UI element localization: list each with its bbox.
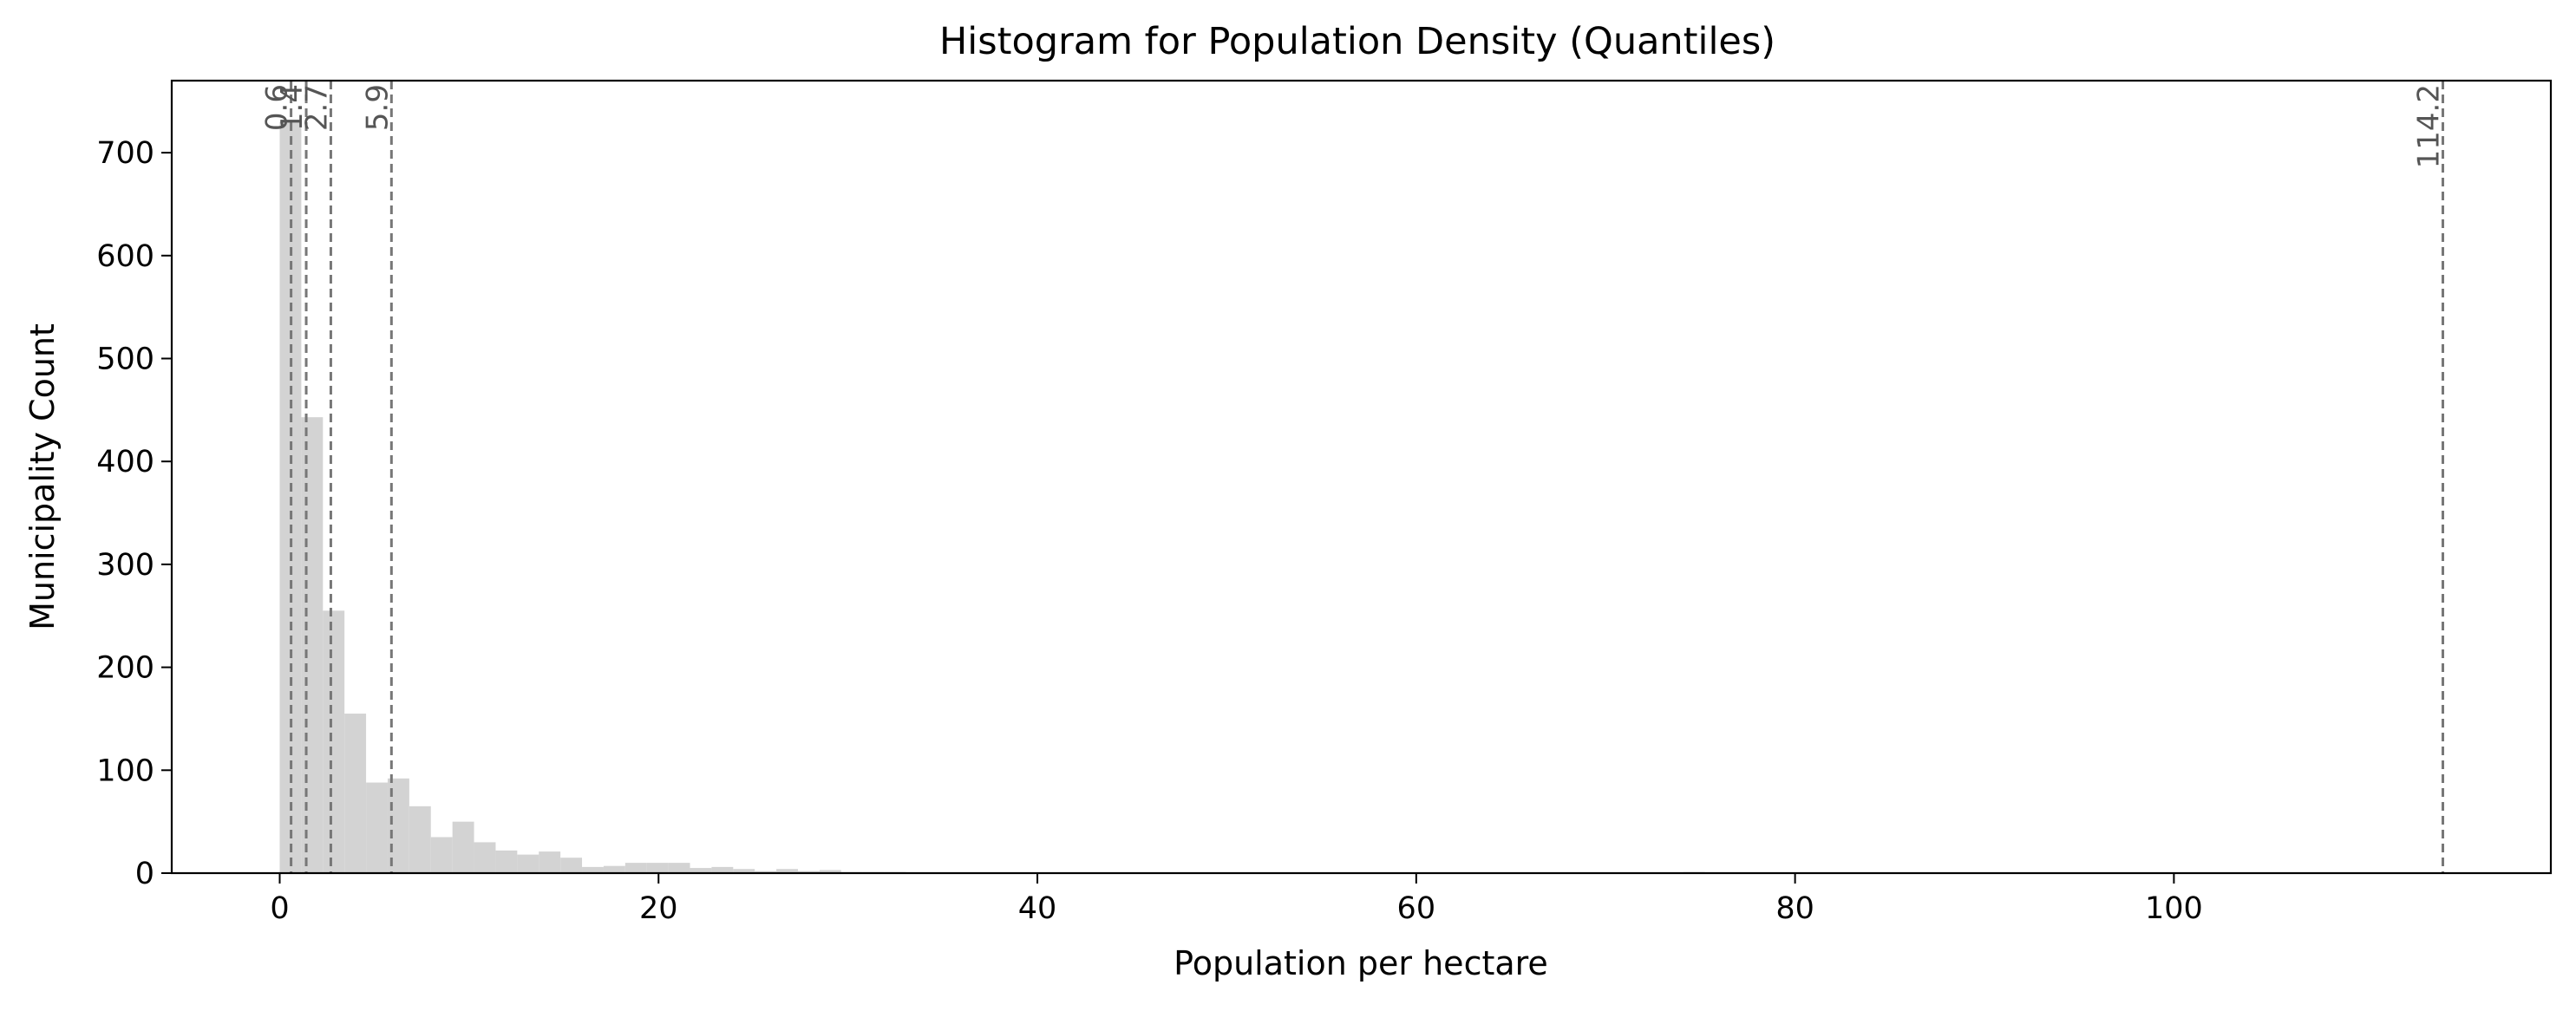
histogram-bar bbox=[366, 782, 388, 873]
histogram-bar bbox=[776, 869, 799, 873]
histogram-bar bbox=[582, 866, 604, 873]
y-tick-label: 600 bbox=[96, 239, 154, 274]
histogram-bar bbox=[603, 865, 625, 873]
quantile-label: 114.2 bbox=[2412, 84, 2447, 168]
histogram-bar bbox=[474, 842, 496, 873]
histogram-bar bbox=[798, 871, 820, 873]
y-tick-label: 700 bbox=[96, 136, 154, 171]
y-tick-label: 100 bbox=[96, 753, 154, 788]
histogram-bar bbox=[755, 871, 777, 873]
histogram-bar bbox=[539, 851, 561, 873]
x-axis-label: Population per hectare bbox=[1174, 944, 1548, 982]
y-axis-ticks: 0 100 200 300 400 500 600 700 bbox=[96, 136, 172, 891]
histogram-bar bbox=[690, 868, 712, 873]
y-tick-label: 500 bbox=[96, 342, 154, 376]
histogram-bar bbox=[733, 869, 755, 873]
quantile-label: 1.4 bbox=[275, 84, 310, 131]
histogram-bar bbox=[301, 417, 324, 873]
histogram-bar bbox=[646, 863, 669, 873]
histogram-bar bbox=[624, 863, 647, 873]
histogram-bar bbox=[409, 806, 431, 873]
histogram-bar bbox=[560, 858, 583, 873]
x-tick-label: 60 bbox=[1397, 891, 1436, 926]
x-tick-label: 40 bbox=[1018, 891, 1057, 926]
y-tick-label: 400 bbox=[96, 445, 154, 479]
x-tick-label: 100 bbox=[2145, 891, 2203, 926]
x-axis-ticks: 0 20 40 60 80 100 bbox=[270, 873, 2203, 926]
histogram-bar bbox=[517, 854, 539, 873]
y-tick-label: 300 bbox=[96, 548, 154, 583]
chart-title: Histogram for Population Density (Quanti… bbox=[939, 20, 1775, 63]
histogram-bar bbox=[495, 850, 518, 873]
y-tick-label: 0 bbox=[135, 857, 154, 891]
plot-frame bbox=[170, 79, 2553, 875]
histogram-bar bbox=[819, 870, 841, 873]
x-tick-label: 80 bbox=[1775, 891, 1814, 926]
histogram-bar bbox=[323, 610, 345, 873]
histogram-bar bbox=[668, 863, 690, 873]
histogram-bar bbox=[452, 821, 474, 873]
histogram-bar bbox=[711, 866, 734, 873]
histogram-bars bbox=[279, 121, 1705, 873]
y-tick-label: 200 bbox=[96, 651, 154, 686]
histogram-bar bbox=[430, 837, 453, 873]
quantile-label: 0.6 bbox=[260, 84, 295, 131]
x-tick-label: 20 bbox=[639, 891, 678, 926]
quantile-label: 5.9 bbox=[360, 84, 395, 131]
histogram-bar bbox=[344, 714, 367, 873]
quantile-lines: 0.61.42.7 5.9 114.2 bbox=[260, 81, 2447, 873]
x-tick-label: 0 bbox=[270, 891, 289, 926]
quantile-label: 2.7 bbox=[299, 84, 334, 131]
y-axis-label: Municipality Count bbox=[23, 323, 62, 630]
